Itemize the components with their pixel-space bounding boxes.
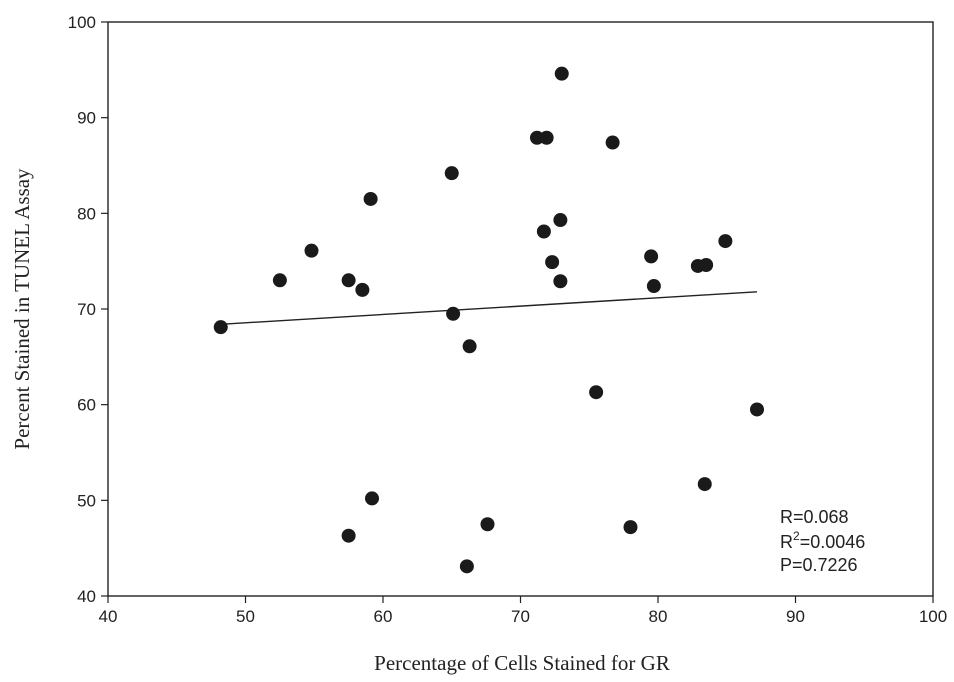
y-tick-label: 80 <box>77 204 96 223</box>
data-point <box>459 559 474 574</box>
y-tick-label: 100 <box>68 13 96 32</box>
data-point <box>272 273 287 288</box>
data-point <box>341 528 356 543</box>
x-tick-label: 90 <box>786 607 805 626</box>
x-axis-ticks: 40 50 60 70 80 90 100 <box>99 596 947 626</box>
y-axis-title: Percent Stained in TUNEL Assay <box>10 168 34 450</box>
data-point <box>536 224 551 239</box>
y-axis-ticks: 40 50 60 70 80 90 100 <box>68 13 108 606</box>
data-point <box>646 279 661 294</box>
p-value-label: P=0.7226 <box>780 555 858 575</box>
data-point <box>644 249 659 264</box>
x-tick-label: 100 <box>919 607 947 626</box>
data-point <box>365 491 379 506</box>
stats-annotation: R=0.068 R2=0.0046 P=0.7226 <box>780 507 865 575</box>
data-point <box>750 402 764 417</box>
r-squared-prefix: R <box>780 532 793 552</box>
y-tick-label: 60 <box>77 396 96 415</box>
data-point <box>539 130 554 145</box>
data-point <box>699 257 714 272</box>
r-squared-label: R2=0.0046 <box>780 529 865 552</box>
data-point <box>363 191 378 206</box>
data-point <box>341 273 356 288</box>
data-point <box>589 385 604 400</box>
data-point <box>553 274 568 289</box>
data-point <box>697 477 712 492</box>
data-point <box>718 234 733 249</box>
x-tick-label: 40 <box>99 607 118 626</box>
data-point <box>355 282 370 297</box>
data-point <box>462 339 477 354</box>
x-tick-label: 70 <box>511 607 530 626</box>
trendline <box>220 291 758 326</box>
y-tick-label: 40 <box>77 587 96 606</box>
data-point <box>530 130 544 145</box>
y-tick-label: 90 <box>77 109 96 128</box>
data-point <box>545 255 560 270</box>
data-point <box>444 166 459 181</box>
x-tick-label: 50 <box>236 607 255 626</box>
data-point <box>304 243 319 258</box>
data-point <box>554 66 569 81</box>
data-points <box>213 66 764 574</box>
data-point <box>480 517 495 532</box>
x-tick-label: 60 <box>374 607 393 626</box>
y-tick-label: 70 <box>77 300 96 319</box>
y-tick-label: 50 <box>77 491 96 510</box>
r-squared-superscript: 2 <box>793 529 800 543</box>
trendline-group <box>220 291 758 326</box>
data-point <box>605 135 620 150</box>
data-point <box>623 520 638 535</box>
r-value-label: R=0.068 <box>780 507 849 527</box>
r-squared-suffix: =0.0046 <box>800 532 866 552</box>
data-point <box>553 213 568 228</box>
data-point <box>446 306 461 321</box>
data-point <box>213 320 228 335</box>
x-tick-label: 80 <box>649 607 668 626</box>
x-axis-title: Percentage of Cells Stained for GR <box>374 651 670 675</box>
